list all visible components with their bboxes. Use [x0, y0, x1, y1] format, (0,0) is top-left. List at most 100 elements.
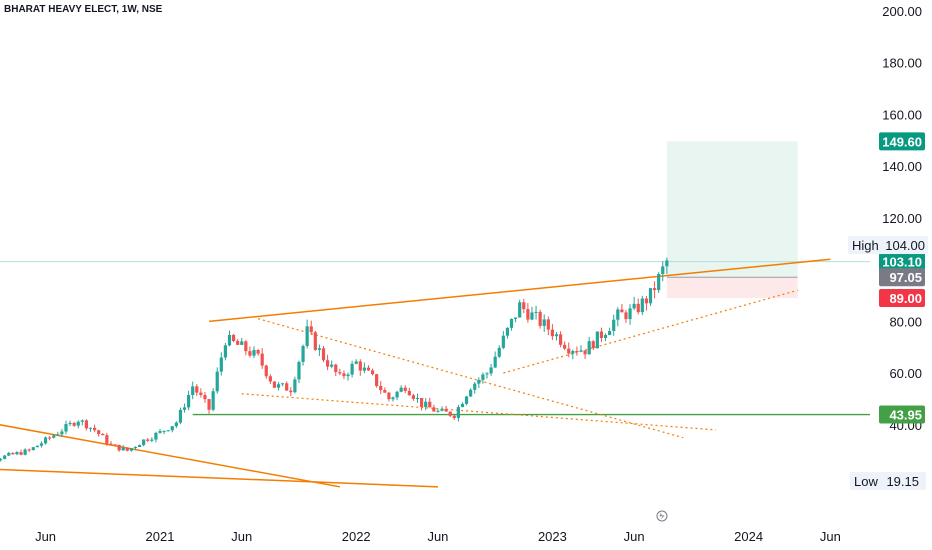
candle: [178, 407, 183, 425]
candle: [514, 317, 518, 323]
candle: [415, 393, 420, 403]
candle: [125, 447, 129, 452]
candle: [80, 419, 84, 426]
candle: [199, 388, 203, 398]
candle: [325, 354, 330, 371]
candle: [236, 338, 240, 346]
position-zones: [666, 141, 798, 299]
candle: [113, 444, 117, 446]
candle: [27, 448, 31, 453]
candle: [612, 314, 616, 336]
candle: [420, 397, 424, 411]
candle: [624, 309, 628, 323]
candle: [276, 381, 281, 391]
candles: [0, 257, 669, 462]
x-tick-label: Jun: [427, 529, 448, 544]
candle: [309, 320, 313, 336]
candle: [52, 433, 56, 439]
candle: [366, 365, 371, 371]
candle: [93, 424, 97, 433]
trendline-5[interactable]: [241, 393, 716, 431]
candle: [391, 396, 395, 402]
candle: [244, 340, 248, 356]
candle: [428, 397, 432, 408]
candle: [509, 318, 514, 331]
candle: [387, 391, 391, 402]
candle: [567, 342, 571, 358]
candle: [7, 451, 11, 457]
y-tick-label: 120.00: [882, 211, 922, 226]
candle: [657, 272, 661, 293]
trendline-2[interactable]: [0, 409, 340, 488]
candle: [105, 432, 109, 446]
y-tick-label: 60.00: [889, 366, 922, 381]
candle: [375, 373, 379, 388]
x-tick-label: Jun: [231, 529, 252, 544]
candle: [640, 295, 644, 316]
svg-text:43.95: 43.95: [889, 408, 922, 423]
candle: [652, 281, 657, 299]
candle: [191, 381, 195, 400]
candle: [342, 370, 346, 380]
candle: [489, 363, 493, 376]
target-zone: [666, 141, 798, 278]
candle: [19, 449, 23, 456]
candle: [142, 439, 146, 447]
candle: [219, 352, 223, 376]
candle: [158, 428, 162, 434]
candle: [608, 327, 612, 336]
svg-text:97.05: 97.05: [889, 270, 922, 285]
svg-text:High: High: [852, 238, 879, 253]
low-marker: Low 19.15: [850, 472, 926, 490]
stop-price-tag: 89.00: [879, 289, 925, 308]
candle: [146, 438, 150, 443]
trendline-3[interactable]: [0, 466, 438, 488]
candle: [452, 414, 456, 420]
candle: [644, 296, 649, 311]
y-tick-label: 140.00: [882, 159, 922, 174]
candle: [571, 349, 575, 360]
candle: [542, 314, 546, 333]
candle: [60, 428, 64, 438]
candle: [272, 381, 277, 388]
time-axis[interactable]: Jun 2021 Jun 2022 Jun 2023 Jun 2024 Jun: [35, 529, 841, 544]
svg-text:Low: Low: [854, 474, 878, 489]
candle: [268, 374, 272, 385]
candle: [473, 382, 477, 394]
candle: [460, 402, 465, 408]
trendline-1[interactable]: [208, 258, 831, 323]
candle: [403, 385, 407, 394]
candle: [497, 345, 501, 359]
candle: [648, 288, 653, 306]
trendline-6[interactable]: [503, 289, 798, 374]
candle: [330, 360, 334, 369]
candle: [48, 436, 52, 441]
symbol-title: BHARAT HEAVY ELECT, 1W, NSE: [4, 4, 163, 15]
candle: [101, 433, 105, 436]
candle: [150, 437, 154, 443]
svg-text:19.15: 19.15: [886, 474, 919, 489]
candle: [481, 372, 485, 384]
candle: [563, 341, 567, 351]
candle: [317, 344, 322, 356]
candle: [39, 441, 44, 448]
y-tick-label: 200.00: [882, 4, 922, 19]
candle: [538, 309, 542, 329]
trendline-4[interactable]: [257, 318, 684, 439]
candle: [554, 331, 559, 341]
fast-forward-icon[interactable]: [656, 510, 668, 522]
candle: [117, 444, 121, 452]
candle: [170, 426, 174, 433]
candle: [526, 303, 530, 323]
candle: [587, 336, 591, 355]
support-price-tag: 43.95: [879, 405, 925, 424]
price-axis[interactable]: 200.00 180.00 160.00 140.00 120.00 80.00 60.00…: [882, 4, 922, 433]
candle: [456, 404, 460, 422]
drawn-lines: [0, 258, 870, 488]
candle: [289, 387, 293, 397]
candle: [616, 307, 620, 327]
candle: [591, 339, 595, 351]
candle: [358, 359, 362, 376]
